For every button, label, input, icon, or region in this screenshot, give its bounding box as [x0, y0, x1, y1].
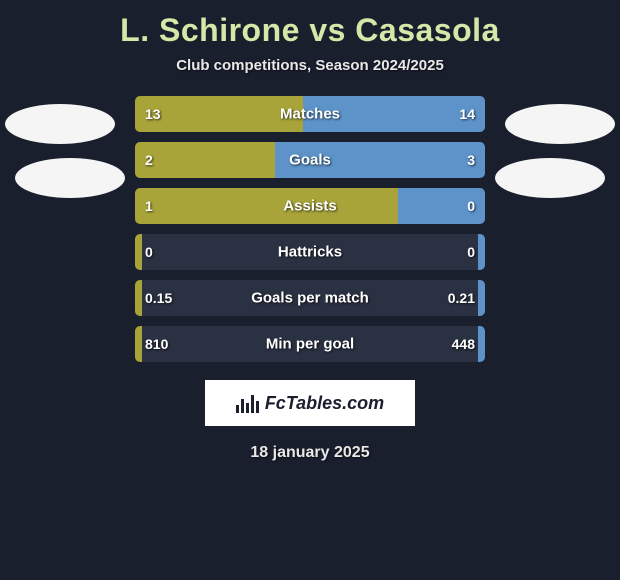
subtitle: Club competitions, Season 2024/2025	[0, 57, 620, 74]
stat-row: 13 14 Matches	[135, 96, 485, 132]
stat-bar-left	[135, 234, 142, 270]
stat-row: 0 0 Hattricks	[135, 234, 485, 270]
date-label: 18 january 2025	[0, 444, 620, 462]
stat-value-left: 0	[145, 244, 153, 260]
stat-bar-left	[135, 188, 398, 224]
brand-banner: FcTables.com	[205, 380, 415, 426]
stat-label: Assists	[283, 198, 336, 215]
brand-text: FcTables.com	[265, 393, 384, 414]
stat-value-right: 0	[467, 198, 475, 214]
stat-value-left: 0.15	[145, 290, 172, 306]
team-logo-left-1	[5, 104, 115, 144]
team-logo-right-1	[505, 104, 615, 144]
stat-value-right: 14	[459, 106, 475, 122]
stat-value-right: 448	[452, 336, 475, 352]
team-logo-left-2	[15, 158, 125, 198]
stat-label: Matches	[280, 106, 340, 123]
stat-bar-left	[135, 280, 142, 316]
stat-bars: 13 14 Matches 2 3 Goals 1 0 Assists 0 0 Hattricks 0.…	[135, 96, 485, 362]
stat-label: Goals	[289, 152, 331, 169]
stat-row: 1 0 Assists	[135, 188, 485, 224]
stat-bar-left	[135, 142, 275, 178]
stat-value-left: 810	[145, 336, 168, 352]
stat-row: 0.15 0.21 Goals per match	[135, 280, 485, 316]
stat-value-right: 3	[467, 152, 475, 168]
stat-value-left: 1	[145, 198, 153, 214]
stat-label: Min per goal	[266, 336, 354, 353]
stat-row: 810 448 Min per goal	[135, 326, 485, 362]
stat-label: Goals per match	[251, 290, 369, 307]
stat-value-left: 2	[145, 152, 153, 168]
stat-bar-right	[478, 326, 485, 362]
stat-value-right: 0.21	[448, 290, 475, 306]
stat-bar-left	[135, 326, 142, 362]
stat-label: Hattricks	[278, 244, 342, 261]
stat-bar-right	[478, 280, 485, 316]
team-logo-right-2	[495, 158, 605, 198]
page-title: L. Schirone vs Casasola	[0, 0, 620, 49]
stat-row: 2 3 Goals	[135, 142, 485, 178]
stat-bar-right	[478, 234, 485, 270]
stat-value-right: 0	[467, 244, 475, 260]
bar-chart-icon	[236, 393, 259, 413]
stat-value-left: 13	[145, 106, 161, 122]
comparison-panel: 13 14 Matches 2 3 Goals 1 0 Assists 0 0 Hattricks 0.…	[0, 96, 620, 362]
